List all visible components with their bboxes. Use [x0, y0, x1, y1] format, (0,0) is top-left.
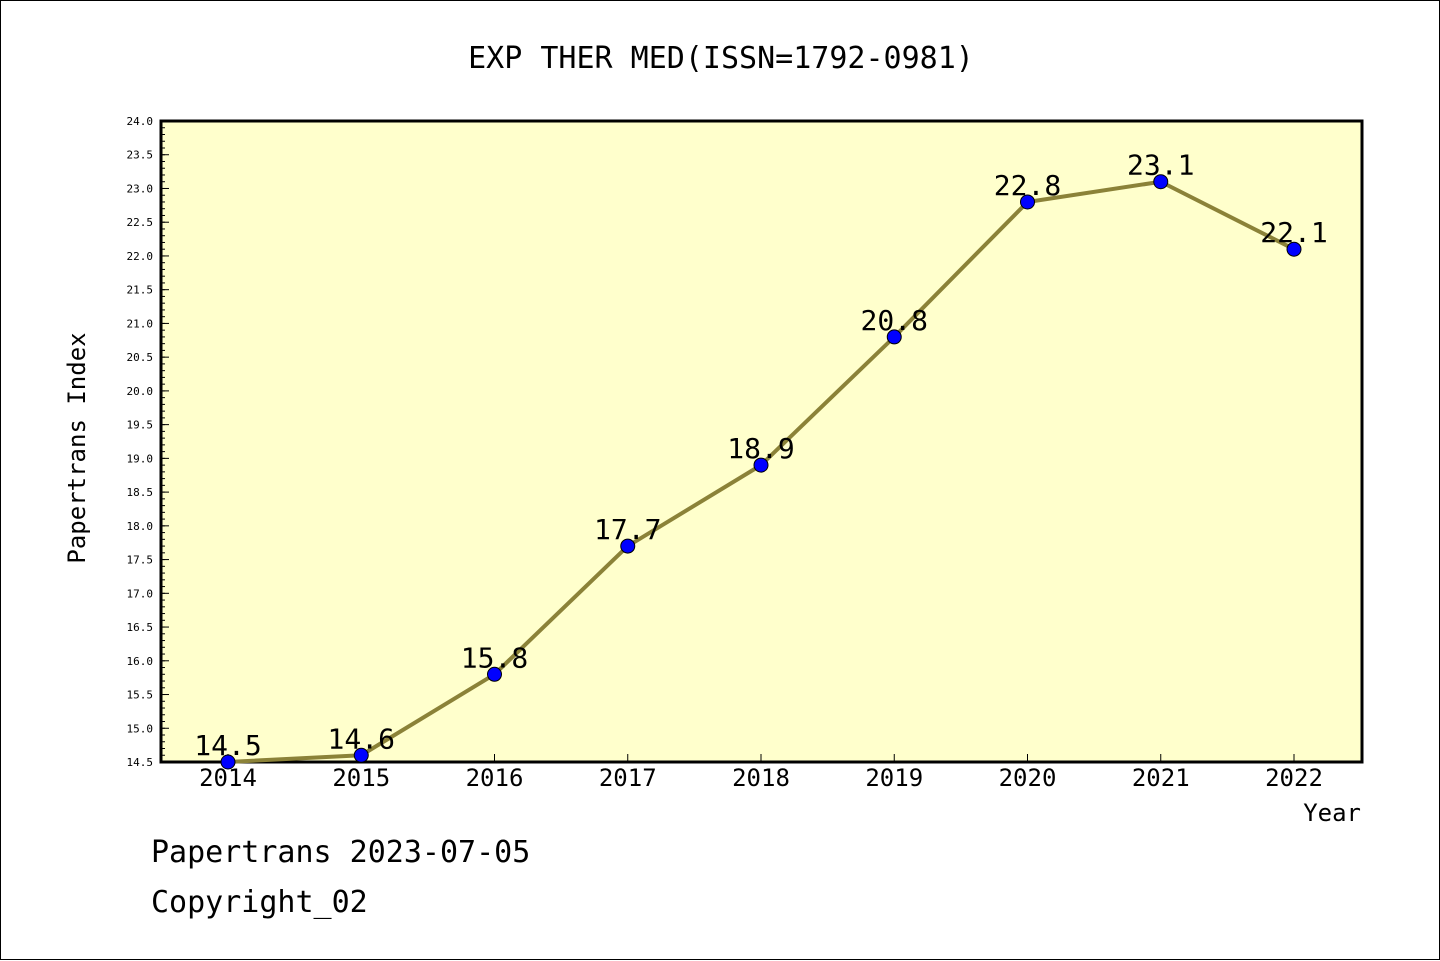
y-tick-label-11: 20.0 — [127, 385, 154, 398]
y-tick-label-13: 21.0 — [127, 317, 154, 330]
y-tick-label-12: 20.5 — [127, 351, 154, 364]
x-tick-label-6: 2020 — [999, 764, 1057, 792]
y-tick-label-1: 15.0 — [127, 722, 154, 735]
y-tick-label-8: 18.5 — [127, 486, 154, 499]
x-axis-label: Year — [1303, 799, 1361, 827]
data-label-2022: 22.1 — [1260, 216, 1327, 249]
y-tick-label-6: 17.5 — [127, 554, 154, 567]
data-point-2019 — [886, 329, 902, 345]
x-tick-label-4: 2018 — [732, 764, 790, 792]
x-tick-label-3: 2017 — [599, 764, 657, 792]
y-tick-label-10: 19.5 — [127, 419, 154, 432]
data-point-2017 — [620, 538, 636, 554]
data-label-2020: 22.8 — [994, 169, 1061, 202]
data-point-2015 — [353, 747, 369, 763]
data-point-2021 — [1153, 174, 1169, 190]
footer-date: Papertrans 2023-07-05 — [151, 835, 531, 870]
y-tick-label-18: 23.5 — [127, 149, 154, 162]
footer-copyright: Copyright_02 — [151, 885, 368, 920]
y-tick-label-9: 19.0 — [127, 452, 154, 465]
chart-title: EXP THER MED(ISSN=1792-0981) — [468, 41, 974, 76]
y-axis: 14.5 15.0 15.5 16.0 16.5 17.0 17.5 18.0 18.5 19.0… — [127, 115, 169, 769]
y-tick-label-3: 16.0 — [127, 655, 154, 668]
y-tick-label-7: 18.0 — [127, 520, 154, 533]
y-tick-label-4: 16.5 — [127, 621, 154, 634]
x-tick-label-1: 2015 — [332, 764, 390, 792]
data-label-2015: 14.6 — [328, 722, 395, 755]
y-tick-label-2: 15.5 — [127, 689, 154, 702]
y-axis-label: Papertrans Index — [63, 332, 91, 563]
x-tick-label-7: 2021 — [1132, 764, 1190, 792]
y-tick-label-16: 22.5 — [127, 216, 154, 229]
x-tick-label-2: 2016 — [466, 764, 524, 792]
data-point-2016 — [487, 666, 502, 682]
series-group: 14.5 14.6 15.8 17.7 18.9 20.8 22.8 23.1 22.1 — [194, 149, 1328, 770]
data-label-2017: 17.7 — [594, 513, 661, 546]
data-label-2018: 18.9 — [727, 432, 794, 465]
x-tick-label-5: 2019 — [865, 764, 923, 792]
data-label-2019: 20.8 — [861, 304, 928, 337]
data-point-2020 — [1020, 194, 1035, 210]
data-label-2016: 15.8 — [461, 641, 528, 674]
data-point-2014 — [220, 754, 236, 770]
plot-area — [159, 119, 1364, 764]
y-tick-label-15: 22.0 — [127, 250, 154, 263]
data-label-2014: 14.5 — [194, 729, 261, 762]
x-tick-label-8: 2022 — [1265, 764, 1323, 792]
y-tick-label-14: 21.5 — [127, 284, 154, 297]
y-tick-label-17: 23.0 — [127, 182, 154, 195]
data-point-2022 — [1286, 241, 1302, 257]
data-point-2018 — [753, 457, 769, 473]
x-axis: 2014 2015 2016 2017 2018 2019 2020 2021 2022 — [199, 754, 1323, 792]
y-tick-label-0: 14.5 — [127, 756, 154, 769]
y-tick-label-5: 17.0 — [127, 587, 154, 600]
data-label-2021: 23.1 — [1127, 149, 1194, 182]
y-tick-label-19: 24.0 — [127, 115, 154, 128]
